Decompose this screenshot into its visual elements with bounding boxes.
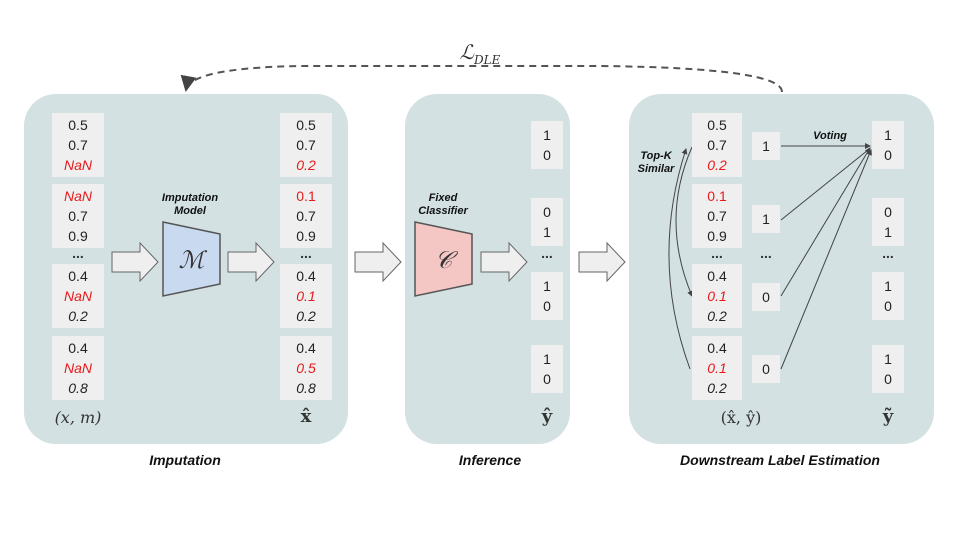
output-cell-1: 0.5 0.7 0.2 bbox=[280, 113, 332, 177]
topk-arrows bbox=[668, 146, 693, 370]
est-y-cell-4: 0 bbox=[752, 355, 780, 383]
est-x-ellipsis: ... bbox=[711, 245, 723, 261]
est-x-cell-1: 0.5 0.7 0.2 bbox=[692, 113, 742, 177]
block-arrows bbox=[111, 241, 626, 283]
voting-arrows bbox=[780, 143, 872, 370]
est-y-cell-1: 1 bbox=[752, 132, 780, 160]
est-x-cell-3: 0.4 0.1 0.2 bbox=[692, 264, 742, 328]
input-cell-1: 0.5 0.7 NaN bbox=[52, 113, 104, 177]
classifier-shape bbox=[414, 221, 473, 297]
model-symbol: ℳ bbox=[178, 246, 205, 274]
input-cell-4: 0.4 NaN 0.8 bbox=[52, 336, 104, 400]
output-cell-4: 0.4 0.5 0.8 bbox=[280, 336, 332, 400]
loss-label: ℒDLE bbox=[459, 40, 501, 67]
est-y-cell-3: 0 bbox=[752, 283, 780, 311]
est-x-cell-4: 0.4 0.1 0.2 bbox=[692, 336, 742, 400]
input-cell-2: NaN 0.7 0.9 bbox=[52, 184, 104, 248]
pred-math-label: ŷ bbox=[541, 406, 553, 427]
classifier-symbol: 𝒞 bbox=[434, 246, 453, 274]
input-cell-3: 0.4 NaN 0.2 bbox=[52, 264, 104, 328]
pair-math-label: (x̂, ŷ) bbox=[720, 408, 762, 427]
classifier-label: Fixed Classifier bbox=[418, 192, 468, 217]
input-math-label: (x, m) bbox=[54, 408, 102, 427]
result-math-label: ỹ bbox=[882, 406, 894, 427]
imputation-caption: Imputation bbox=[149, 452, 221, 468]
estimation-caption: Downstream Label Estimation bbox=[680, 452, 880, 468]
input-ellipsis: ... bbox=[72, 245, 84, 261]
output-cell-3: 0.4 0.1 0.2 bbox=[280, 264, 332, 328]
output-math-label: x̂ bbox=[300, 406, 312, 427]
inference-caption: Inference bbox=[458, 452, 522, 468]
voting-label: Voting bbox=[813, 130, 847, 142]
loss-feedback-arrow bbox=[180, 65, 783, 93]
est-y-cell-2: 1 bbox=[752, 205, 780, 233]
est-x-cell-2: 0.1 0.7 0.9 bbox=[692, 184, 742, 248]
est-result-ellipsis: ... bbox=[882, 245, 894, 261]
output-cell-2: 0.1 0.7 0.9 bbox=[280, 184, 332, 248]
imputation-model-shape bbox=[162, 221, 221, 297]
topk-label: Top-K Similar bbox=[637, 150, 675, 175]
est-y-ellipsis: ... bbox=[760, 245, 772, 261]
imputation-model-label: Imputation Model bbox=[161, 192, 219, 217]
output-ellipsis: ... bbox=[300, 245, 312, 261]
pred-ellipsis: ... bbox=[541, 245, 553, 261]
